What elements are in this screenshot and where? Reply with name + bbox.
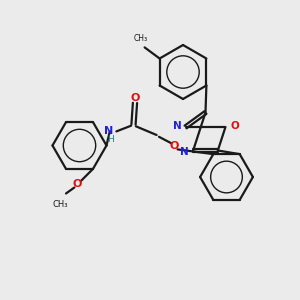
Text: O: O: [170, 141, 179, 152]
Text: O: O: [130, 93, 140, 103]
Text: O: O: [230, 121, 239, 131]
Text: N: N: [180, 147, 189, 157]
Text: N: N: [103, 126, 113, 136]
Text: N: N: [172, 121, 181, 131]
Text: CH₃: CH₃: [52, 200, 68, 209]
Text: CH₃: CH₃: [134, 34, 148, 43]
Text: H: H: [107, 135, 114, 144]
Text: O: O: [73, 179, 82, 190]
